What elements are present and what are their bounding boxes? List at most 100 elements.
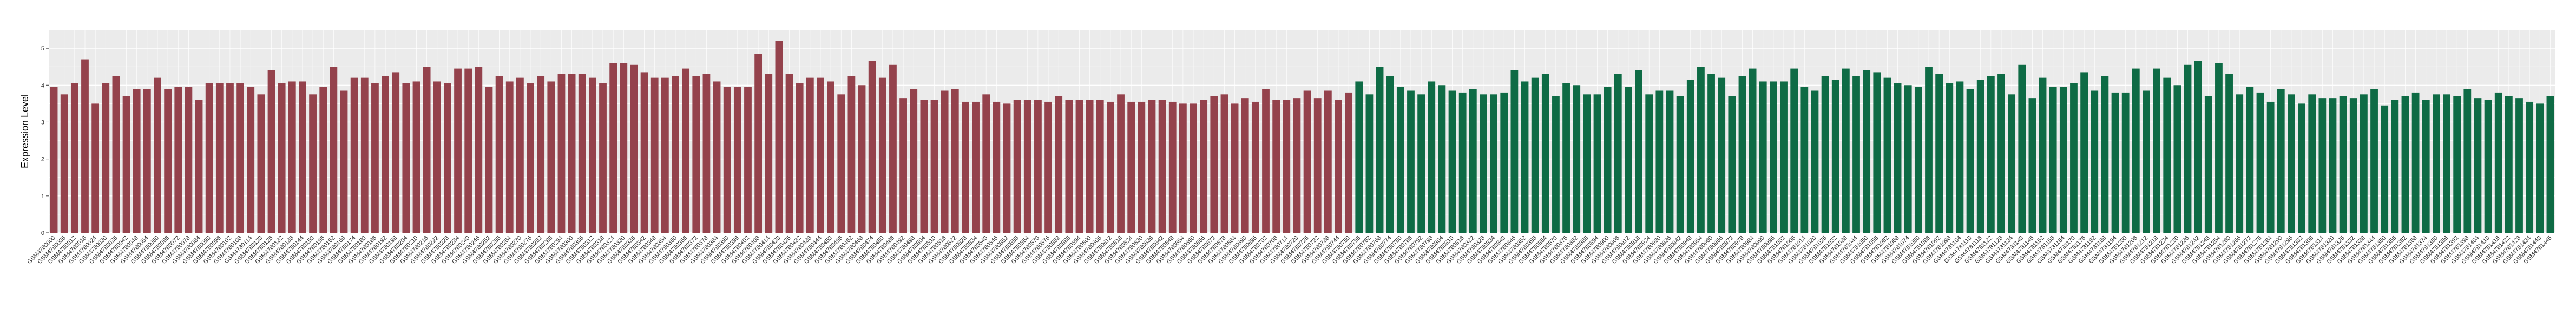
bar xyxy=(630,64,638,233)
bar xyxy=(2494,92,2502,233)
bar xyxy=(557,74,566,233)
bar xyxy=(1718,77,1726,233)
bar xyxy=(1127,101,1135,233)
bar xyxy=(899,98,907,233)
bar xyxy=(785,74,793,233)
bar xyxy=(1541,74,1549,233)
bar xyxy=(1086,100,1094,233)
bar xyxy=(1800,87,1809,233)
bar xyxy=(568,74,576,233)
bar xyxy=(330,67,338,233)
bar xyxy=(609,63,617,233)
bar xyxy=(1075,100,1083,233)
bar xyxy=(133,89,141,233)
bar xyxy=(2059,87,2067,233)
bar xyxy=(2143,90,2150,233)
bar xyxy=(2204,96,2212,233)
bar xyxy=(1976,80,1984,233)
bar xyxy=(2194,61,2202,233)
bar xyxy=(1168,101,1177,233)
bar xyxy=(1894,83,1902,233)
bar xyxy=(1521,81,1529,233)
bar xyxy=(713,81,721,233)
bar xyxy=(2132,68,2140,233)
bar xyxy=(993,101,1001,233)
bar xyxy=(371,83,379,233)
bar xyxy=(1925,67,1933,233)
bar xyxy=(299,81,306,233)
bar xyxy=(1458,92,1467,233)
bar xyxy=(1666,90,1674,233)
bar xyxy=(2091,90,2099,233)
bar xyxy=(1345,92,1353,233)
bar xyxy=(1324,90,1332,233)
bar xyxy=(2008,94,2016,233)
bar xyxy=(2484,100,2492,233)
bar xyxy=(1645,94,1653,233)
bar xyxy=(982,94,990,233)
y-axis-title: Expression Level xyxy=(19,94,30,168)
bar xyxy=(1490,94,1497,233)
bar xyxy=(267,70,275,233)
bar xyxy=(2432,94,2440,233)
bar xyxy=(1138,101,1146,233)
y-axis-ticks: 0 1 2 3 4 5 xyxy=(41,45,49,237)
bar xyxy=(2277,89,2285,233)
bar xyxy=(1510,70,1519,233)
bar xyxy=(2049,87,2057,233)
bar xyxy=(423,67,431,233)
bar xyxy=(941,90,949,233)
bar xyxy=(2453,96,2461,233)
bar xyxy=(702,74,711,233)
bar xyxy=(1241,98,1249,233)
bar xyxy=(1096,100,1104,233)
bar xyxy=(402,83,410,233)
bar xyxy=(1770,81,1777,233)
y-tick-label: 3 xyxy=(41,119,44,126)
bar xyxy=(91,103,100,233)
bar xyxy=(143,89,151,233)
bar xyxy=(2329,98,2337,233)
bar xyxy=(723,87,731,233)
bar xyxy=(1003,103,1011,233)
bar xyxy=(340,90,348,233)
bar xyxy=(1852,76,1860,233)
bar xyxy=(588,77,596,233)
bar xyxy=(951,89,959,233)
y-tick-label: 0 xyxy=(41,230,44,237)
bar xyxy=(112,76,120,233)
bar xyxy=(505,81,514,233)
bar xyxy=(2101,76,2109,233)
bar xyxy=(692,76,700,233)
bar xyxy=(1593,94,1601,233)
bar xyxy=(1573,85,1581,233)
y-tick-label: 1 xyxy=(41,193,44,200)
bar xyxy=(733,87,741,233)
bar xyxy=(1904,85,1912,233)
bar xyxy=(1283,100,1291,233)
bar xyxy=(1386,76,1394,233)
bar xyxy=(122,96,130,233)
bar xyxy=(454,68,462,233)
bar xyxy=(1583,94,1591,233)
bar xyxy=(1655,90,1664,233)
bar xyxy=(1883,77,1891,233)
bar xyxy=(1604,87,1612,233)
bar xyxy=(2039,77,2047,233)
bar xyxy=(1428,81,1436,233)
y-tick-label: 5 xyxy=(41,45,44,52)
bar xyxy=(1811,90,1819,233)
bar xyxy=(1034,100,1042,233)
bar xyxy=(2411,92,2420,233)
bar xyxy=(1355,81,1363,233)
bar xyxy=(1686,80,1694,233)
bar xyxy=(765,74,773,233)
bar xyxy=(215,83,224,233)
bar xyxy=(50,87,58,233)
bar xyxy=(185,87,193,233)
bar xyxy=(1013,100,1021,233)
bar xyxy=(661,77,669,233)
bar xyxy=(1023,100,1031,233)
bar xyxy=(1148,100,1156,233)
